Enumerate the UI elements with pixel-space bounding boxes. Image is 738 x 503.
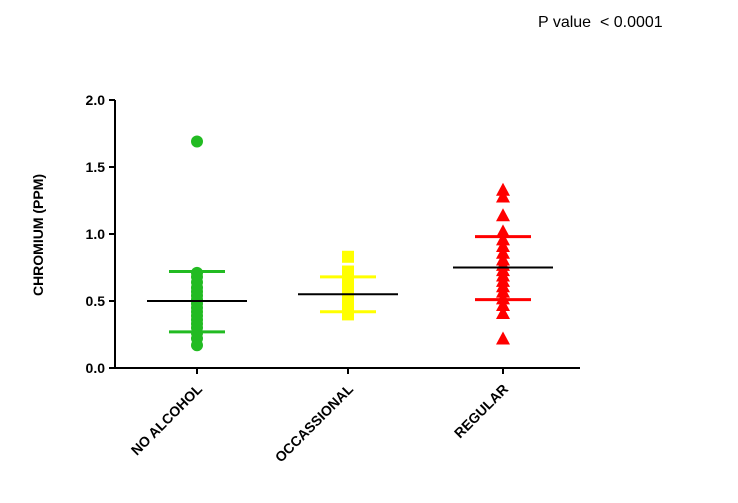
data-point (496, 306, 510, 320)
data-point (191, 339, 203, 352)
category-label: OCCASSIONAL (272, 380, 357, 465)
mean-sd-lines (147, 235, 553, 334)
category-label: NO ALCOHOL (128, 380, 206, 458)
data-point (496, 232, 510, 246)
y-tick-label: 1.0 (86, 226, 106, 242)
data-point (496, 298, 510, 312)
data-point (496, 189, 510, 203)
data-point (496, 331, 510, 345)
data-point (191, 135, 203, 148)
y-tick-label: 1.5 (86, 159, 106, 175)
category-label: REGULAR (451, 381, 511, 441)
y-tick-labels: 0.0 0.5 1.0 1.5 2.0 (86, 92, 106, 376)
category-labels: NO ALCOHOL OCCASSIONAL REGULAR (128, 380, 511, 465)
data-point (496, 182, 510, 196)
data-point (496, 245, 510, 259)
data-point (342, 250, 354, 263)
data-points (191, 135, 510, 352)
data-point (496, 208, 510, 222)
axes (109, 99, 580, 374)
data-point (496, 239, 510, 253)
data-point (342, 308, 354, 321)
p-value-annotation: P value < 0.0001 (538, 14, 663, 31)
y-tick-label: 0.5 (86, 293, 106, 309)
y-tick-label: 0.0 (86, 360, 106, 376)
data-point (496, 224, 510, 238)
y-tick-label: 2.0 (86, 92, 106, 108)
y-axis-label: CHROMIUM (PPM) (30, 174, 46, 296)
data-point (496, 284, 510, 298)
